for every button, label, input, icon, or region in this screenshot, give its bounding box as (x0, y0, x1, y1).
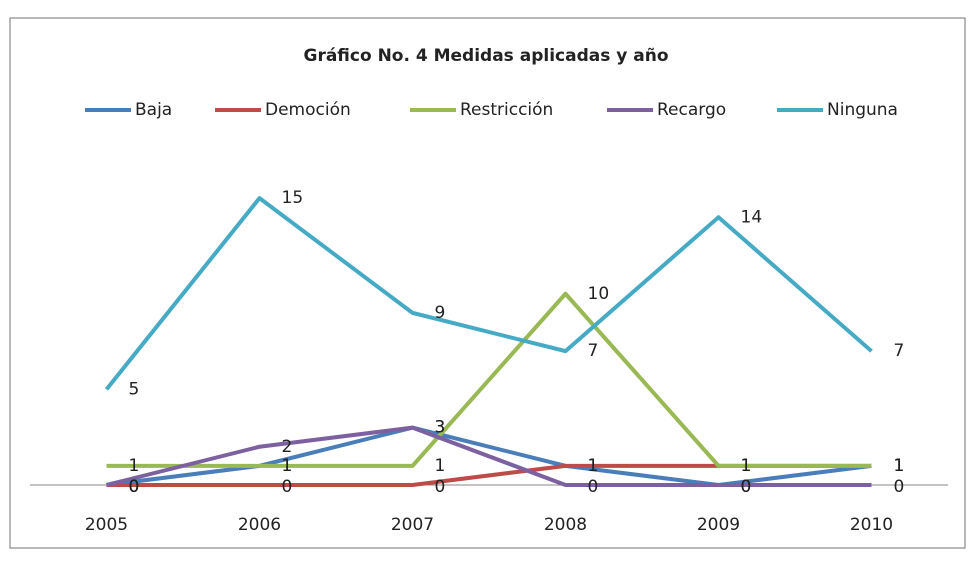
legend-label: Restricción (460, 100, 553, 120)
data-label: 1 (588, 456, 599, 476)
data-label: 1 (435, 456, 446, 476)
x-tick-label: 2010 (850, 515, 893, 535)
data-label: 0 (435, 477, 446, 497)
data-label: 0 (741, 477, 752, 497)
legend-label: Ninguna (827, 100, 898, 120)
data-label: 0 (129, 477, 140, 497)
chart-title: Gráfico No. 4 Medidas aplicadas y año (303, 46, 668, 66)
data-label: 1 (129, 456, 140, 476)
data-label: 0 (894, 477, 905, 497)
series-line (106, 425, 872, 487)
data-label: 0 (741, 477, 752, 497)
data-label: 1 (894, 456, 905, 476)
data-label: 1 (588, 456, 599, 476)
x-tick-label: 2008 (544, 515, 587, 535)
x-tick-label: 2009 (697, 515, 740, 535)
x-tick-label: 2005 (85, 515, 128, 535)
data-label: 10 (588, 284, 610, 304)
data-label: 3 (435, 418, 446, 438)
data-label: 0 (282, 477, 293, 497)
series-line (106, 425, 872, 487)
data-label: 5 (129, 379, 140, 399)
data-label: 1 (741, 456, 752, 476)
data-label: 1 (894, 456, 905, 476)
data-label: 15 (282, 188, 304, 208)
data-label: 7 (894, 341, 905, 361)
data-label: 1 (741, 456, 752, 476)
data-label: 0 (129, 477, 140, 497)
chart-border (9, 17, 966, 549)
data-label: 0 (588, 477, 599, 497)
data-label: 14 (741, 207, 763, 227)
data-label: 1 (282, 456, 293, 476)
legend-label: Recargo (657, 100, 726, 120)
x-tick-label: 2006 (238, 515, 281, 535)
data-label: 9 (435, 303, 446, 323)
legend-label: Democión (265, 100, 351, 120)
data-label: 1 (282, 456, 293, 476)
data-label: 2 (282, 437, 293, 457)
legend-label: Baja (135, 100, 172, 120)
data-label: 7 (588, 341, 599, 361)
legend: Baja Democión Restricción Recargo Ninguna (85, 100, 898, 120)
series-line (106, 291, 872, 468)
data-label: 1 (894, 456, 905, 476)
x-tick-label: 2007 (391, 515, 434, 535)
series-line (104, 196, 873, 391)
data-label: 0 (129, 477, 140, 497)
data-label: 3 (435, 418, 446, 438)
